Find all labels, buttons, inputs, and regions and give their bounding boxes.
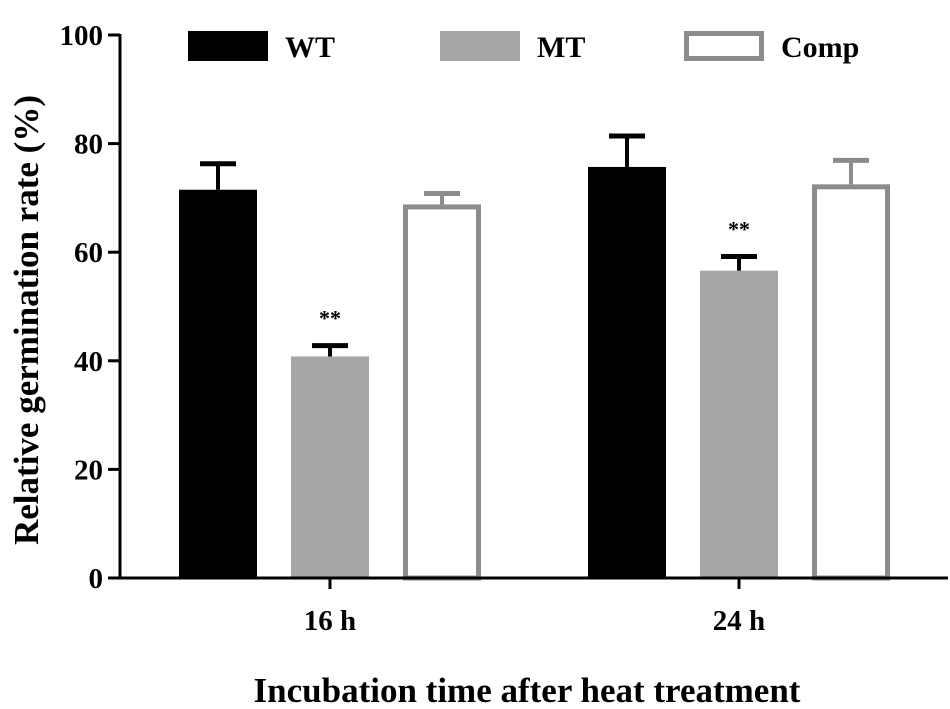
bar-mt — [700, 270, 778, 578]
y-axis-label: Relative germination rate (%) — [7, 95, 46, 545]
legend-label-comp: Comp — [781, 31, 859, 64]
y-tick-label: 100 — [60, 20, 104, 52]
legend: WT MT Comp — [188, 31, 859, 64]
legend-label-wt: WT — [285, 31, 335, 64]
y-tick-label: 20 — [74, 454, 103, 486]
significance-marker: ** — [728, 217, 750, 242]
legend-label-mt: MT — [537, 31, 585, 64]
significance-marker: ** — [319, 306, 341, 331]
bar-comp — [403, 204, 481, 581]
x-tick-label: 16 h — [304, 605, 356, 637]
legend-swatch-comp — [684, 31, 764, 61]
legend-swatch-wt — [188, 31, 268, 61]
bar-comp — [812, 184, 890, 581]
y-tick-label: 40 — [74, 346, 103, 378]
x-axis-label: Incubation time after heat treatment — [254, 671, 801, 709]
significance-annotations: ** ** — [319, 217, 750, 331]
bar-wt — [588, 166, 666, 578]
legend-swatch-mt — [440, 31, 520, 61]
error-bars — [200, 133, 869, 357]
bar-mt — [291, 356, 369, 578]
bar-wt — [179, 189, 257, 578]
bars — [179, 166, 890, 581]
axes: 0 20 40 60 80 100 16 h 24 h — [60, 20, 948, 637]
y-tick-label: 0 — [89, 563, 104, 595]
x-tick-label: 24 h — [713, 605, 765, 637]
y-tick-label: 80 — [74, 129, 103, 161]
y-tick-label: 60 — [74, 237, 103, 269]
